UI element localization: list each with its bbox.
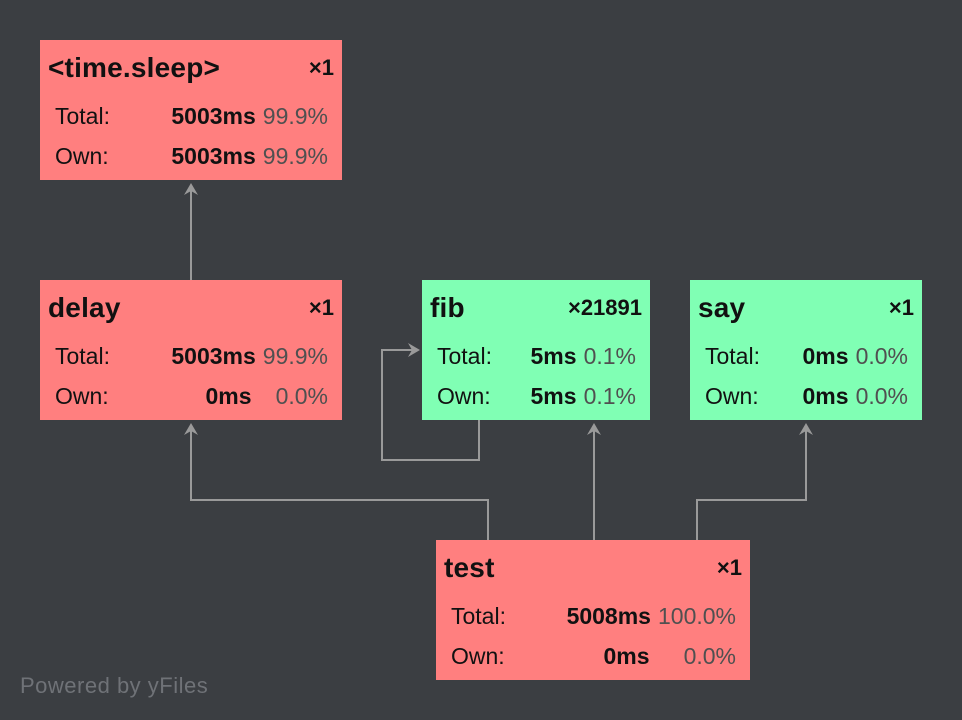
own-label: Own: — [437, 383, 491, 409]
own-ms: 5ms — [530, 383, 577, 409]
node-name: fib — [430, 292, 465, 323]
node-name: <time.sleep> — [48, 52, 221, 83]
node-say[interactable]: say ×1 Total: 0ms 0.0% Own: 0ms 0.0% — [690, 280, 922, 420]
total-ms: 5008ms — [566, 603, 651, 629]
total-label: Total: — [55, 103, 110, 129]
call-count: ×1 — [308, 55, 334, 80]
total-pct: 99.9% — [262, 103, 328, 129]
own-label: Own: — [55, 143, 109, 169]
total-label: Total: — [437, 343, 492, 369]
own-row: Own: 0ms 0.0% — [436, 641, 750, 671]
edge-test-to-delay — [184, 423, 489, 540]
own-ms: 0ms — [802, 383, 849, 409]
node-name: test — [444, 552, 495, 583]
total-pct: 0.1% — [583, 343, 636, 369]
own-label: Own: — [705, 383, 759, 409]
own-pct: 0.0% — [275, 383, 328, 409]
call-count: ×21891 — [567, 295, 642, 320]
total-ms: 0ms — [802, 343, 849, 369]
own-ms: 0ms — [603, 643, 650, 669]
total-row: Total: 5008ms 100.0% — [436, 601, 750, 631]
own-label: Own: — [55, 383, 109, 409]
edge-fib-recursive — [381, 343, 480, 461]
own-pct: 0.0% — [855, 383, 908, 409]
total-pct: 99.9% — [262, 343, 328, 369]
node-name: delay — [48, 292, 121, 323]
total-ms: 5003ms — [171, 103, 256, 129]
call-count: ×1 — [888, 295, 914, 320]
total-row: Total: 5003ms 99.9% — [40, 101, 342, 131]
total-pct: 100.0% — [657, 603, 736, 629]
own-row: Own: 0ms 0.0% — [690, 381, 922, 411]
total-ms: 5ms — [530, 343, 577, 369]
own-ms: 0ms — [205, 383, 252, 409]
own-pct: 99.9% — [262, 143, 328, 169]
node-name: say — [698, 292, 746, 323]
total-ms: 5003ms — [171, 343, 256, 369]
node-delay[interactable]: delay ×1 Total: 5003ms 99.9% Own: 0ms 0.0% — [40, 280, 342, 420]
own-row: Own: 0ms 0.0% — [40, 381, 342, 411]
own-row: Own: 5003ms 99.9% — [40, 141, 342, 171]
node-fib[interactable]: fib ×21891 Total: 5ms 0.1% Own: 5ms 0.1% — [422, 280, 650, 420]
total-label: Total: — [451, 603, 506, 629]
total-row: Total: 5ms 0.1% — [422, 341, 650, 371]
total-pct: 0.0% — [855, 343, 908, 369]
yfiles-watermark: Powered by yFiles — [20, 673, 209, 698]
own-pct: 0.0% — [683, 643, 736, 669]
total-label: Total: — [55, 343, 110, 369]
edge-test-to-say — [696, 423, 813, 540]
call-count: ×1 — [716, 555, 742, 580]
own-pct: 0.1% — [583, 383, 636, 409]
node-test[interactable]: test ×1 Total: 5008ms 100.0% Own: 0ms 0.0% — [436, 540, 750, 680]
total-row: Total: 0ms 0.0% — [690, 341, 922, 371]
own-label: Own: — [451, 643, 505, 669]
own-row: Own: 5ms 0.1% — [422, 381, 650, 411]
total-row: Total: 5003ms 99.9% — [40, 341, 342, 371]
node-time-sleep[interactable]: <time.sleep> ×1 Total: 5003ms 99.9% Own: … — [40, 40, 342, 180]
total-label: Total: — [705, 343, 760, 369]
call-count: ×1 — [308, 295, 334, 320]
own-ms: 5003ms — [171, 143, 256, 169]
